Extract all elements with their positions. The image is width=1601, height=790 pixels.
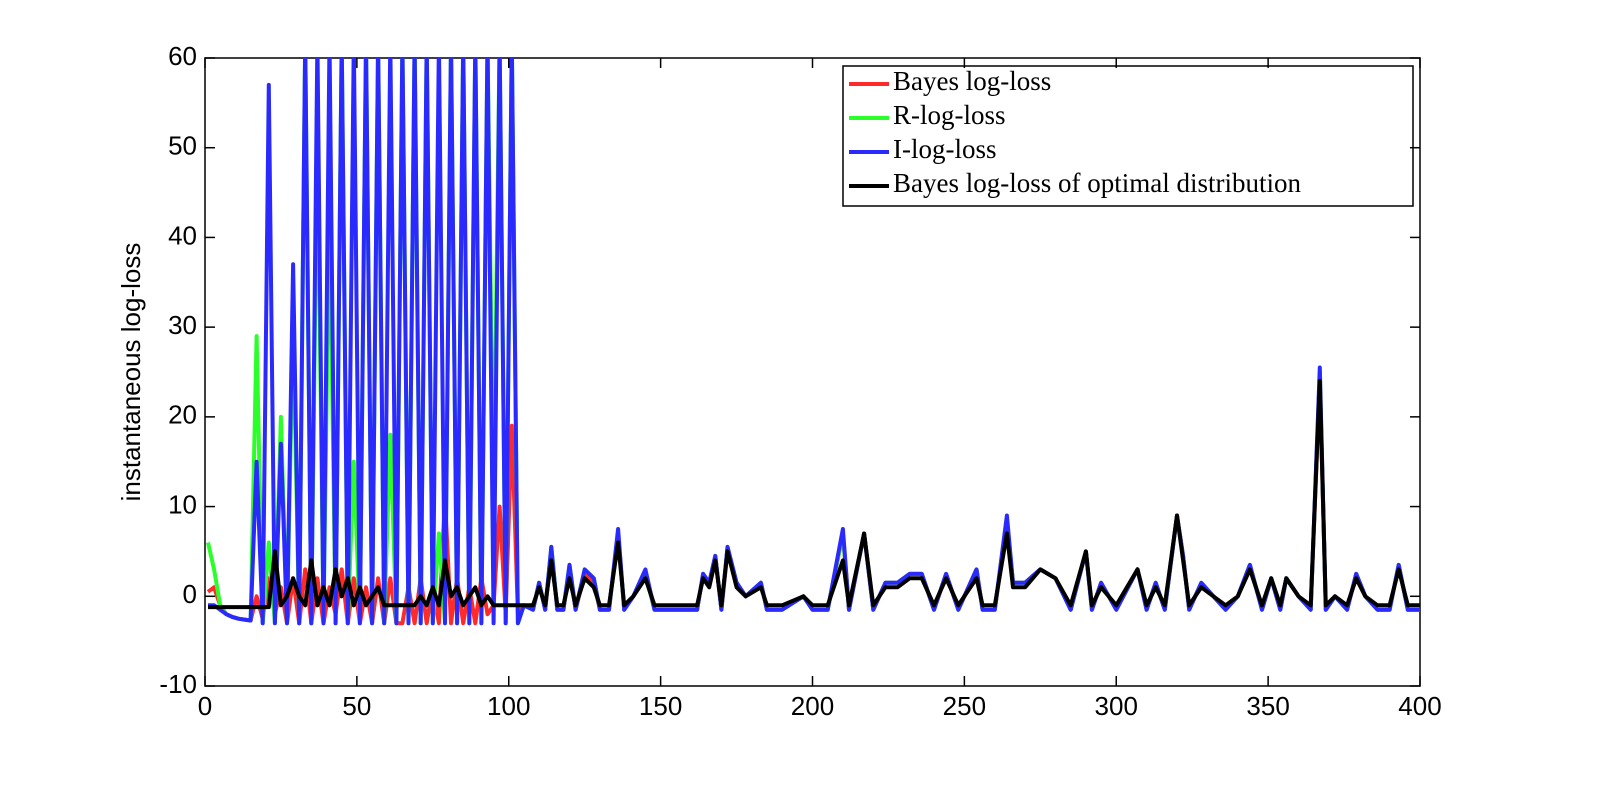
y-tick-label: 40: [168, 220, 197, 250]
legend-label: Bayes log-loss: [893, 66, 1051, 96]
legend: Bayes log-loss R-log-loss I-log-loss Bayes …: [842, 65, 1414, 207]
x-tick-label: 0: [198, 691, 212, 721]
x-tick-label: 150: [639, 691, 682, 721]
y-tick-label: 50: [168, 131, 197, 161]
x-tick-label: 400: [1398, 691, 1441, 721]
x-tick-label: 50: [342, 691, 371, 721]
y-tick-label: 30: [168, 310, 197, 340]
y-tick-label: -10: [159, 669, 197, 699]
y-tick-label: 20: [168, 400, 197, 430]
y-tick-label: 10: [168, 489, 197, 519]
x-tick-label: 250: [943, 691, 986, 721]
legend-label: I-log-loss: [893, 134, 997, 164]
legend-box: [842, 65, 1414, 207]
lines: [206, 58, 1420, 626]
legend-label: R-log-loss: [893, 100, 1006, 130]
x-tick-label: 100: [487, 691, 530, 721]
x-tick-label: 350: [1246, 691, 1289, 721]
y-tick-label: 60: [168, 41, 197, 71]
legend-label: Bayes log-loss of optimal distribution: [893, 168, 1301, 198]
series-line: [208, 379, 1420, 610]
y-axis-label: instantaneous log-loss: [116, 243, 146, 502]
x-tick-label: 200: [791, 691, 834, 721]
y-tick-label: 0: [183, 579, 197, 609]
x-tick-label: 300: [1095, 691, 1138, 721]
